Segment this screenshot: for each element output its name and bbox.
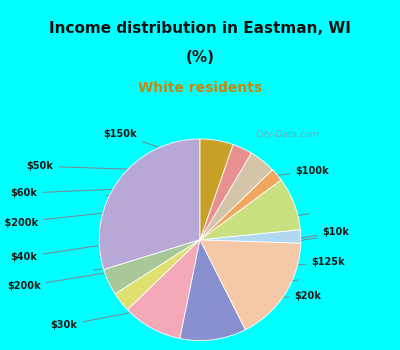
Text: White residents: White residents [138, 80, 262, 94]
Wedge shape [200, 180, 300, 240]
Text: City-Data.com: City-Data.com [256, 130, 320, 139]
Text: $150k: $150k [103, 130, 217, 166]
Text: $10k: $10k [94, 228, 350, 270]
Text: $40k: $40k [10, 214, 309, 262]
Text: $20k: $20k [145, 291, 322, 304]
Wedge shape [104, 240, 200, 294]
Text: Income distribution in Eastman, WI: Income distribution in Eastman, WI [49, 21, 351, 36]
Wedge shape [115, 240, 200, 310]
Text: (%): (%) [186, 50, 214, 65]
Wedge shape [99, 139, 200, 270]
Text: $30k: $30k [50, 280, 298, 330]
Wedge shape [180, 240, 246, 341]
Wedge shape [200, 170, 281, 240]
Wedge shape [128, 240, 200, 338]
Text: $125k: $125k [108, 257, 345, 285]
Wedge shape [200, 153, 272, 240]
Text: $200k: $200k [7, 238, 317, 291]
Wedge shape [200, 145, 251, 240]
Text: > $200k: > $200k [0, 193, 289, 228]
Wedge shape [200, 230, 301, 243]
Wedge shape [200, 139, 233, 240]
Text: $60k: $60k [10, 182, 272, 198]
Text: $50k: $50k [26, 161, 248, 173]
Text: $100k: $100k [106, 166, 329, 196]
Wedge shape [200, 240, 301, 330]
Text: $75k: $75k [194, 315, 222, 340]
